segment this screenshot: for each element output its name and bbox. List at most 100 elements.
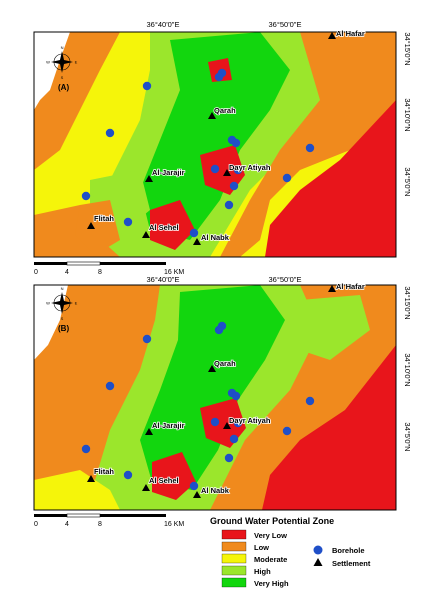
- compass-e: E: [75, 60, 78, 65]
- map-a-borehole-marker-1: [142, 81, 152, 91]
- map-b-settlement-label-2: Qarah: [214, 359, 236, 368]
- coord-right-1-a: 34°15'0"N: [403, 32, 412, 65]
- map-b-compass: N S E W: [46, 286, 78, 321]
- coord-top-left-a: 36°40'0"E: [147, 20, 180, 29]
- scale-tick-8: 8: [98, 269, 102, 276]
- zone-very-low-east-b: [262, 345, 396, 510]
- map-b-settlement-marker-6: [142, 484, 150, 491]
- map-a: Al Hafar Qarah Dayr Atiyah Al-Jarajir Flitah…: [33, 20, 412, 276]
- coord-right-3-b: 34°5'0"N: [403, 422, 412, 451]
- map-b-settlement-label-6: Al Sehel: [149, 476, 179, 485]
- map-b-borehole-marker-15: [233, 418, 243, 428]
- scale-tick-0-b: 0: [34, 521, 38, 528]
- map-a-settlement-label-2: Qarah: [214, 106, 236, 115]
- scale-segment-1-b: [34, 514, 67, 517]
- scale-segment-3-b: [100, 514, 166, 517]
- legend-borehole-icon: [313, 545, 323, 555]
- map-b-borehole-marker-13: [123, 470, 133, 480]
- map-b-borehole-marker-11: [282, 426, 292, 436]
- legend-swatch-low: [221, 541, 247, 552]
- map-a-borehole-marker-4: [214, 72, 224, 82]
- map-a-borehole-marker-2: [105, 128, 115, 138]
- legend-label-very-low: Very Low: [254, 531, 287, 540]
- map-b-frame: [33, 284, 397, 511]
- compass-n: N: [61, 45, 64, 50]
- map-a-settlement-marker-4: [145, 175, 153, 182]
- scale-tick-4: 4: [65, 269, 69, 276]
- scale-tick-8-b: 8: [98, 521, 102, 528]
- map-b-settlement-marker-4: [145, 428, 153, 435]
- map-a-borehole-marker-12: [81, 191, 91, 201]
- map-a-borehole-marker-7: [210, 164, 220, 174]
- scale-tick-16-b: 16 KM: [164, 521, 184, 528]
- map-b-settlement-marker-5: [87, 475, 95, 482]
- coord-right-1-b: 34°15'0"N: [403, 286, 412, 319]
- zone-high-patch-b: [300, 295, 370, 360]
- compass-s-b: S: [61, 316, 64, 321]
- legend: Ground Water Potential Zone Very Low Low…: [210, 516, 371, 588]
- map-b-borehole-marker-12: [81, 444, 91, 454]
- compass-star-b: [51, 292, 73, 314]
- coord-right-3-a: 34°5'0"N: [403, 167, 412, 196]
- scale-tick-16: 16 KM: [164, 269, 184, 276]
- zone-very-low-south-b: [152, 452, 196, 500]
- map-a-compass: N S E W: [46, 45, 78, 80]
- coord-top-right-a: 36°50'0"E: [269, 20, 302, 29]
- map-a-panel-label: (A): [58, 83, 69, 92]
- legend-label-high: High: [254, 567, 271, 576]
- map-b-borehole-marker-10: [305, 396, 315, 406]
- map-b-zones: [34, 285, 396, 510]
- zone-white-patch: [34, 32, 70, 110]
- legend-label-moderate: Moderate: [254, 555, 287, 564]
- compass-star: [51, 51, 73, 73]
- map-b-borehole-marker-14: [189, 481, 199, 491]
- map-b-settlement-marker-1: [328, 285, 336, 292]
- compass-w-b: W: [46, 301, 50, 306]
- map-b-settlement-label-1: Al Hafar: [336, 282, 365, 291]
- legend-settlement-label: Settlement: [332, 559, 371, 568]
- map-b-borehole-marker-2: [105, 381, 115, 391]
- map-b-settlement-label-5: Flitah: [94, 467, 114, 476]
- map-b-settlements: Al Hafar Qarah Dayr Atiyah Al-Jarajir Flitah…: [87, 281, 366, 498]
- zone-moderate-patch-b: [34, 470, 120, 510]
- coord-right-2-a: 34°10'0"N: [403, 98, 412, 131]
- legend-swatch-very-high: [221, 577, 247, 588]
- legend-swatch-very-low: [221, 529, 247, 540]
- map-a-settlement-marker-7: [193, 238, 201, 245]
- map-a-borehole-marker-15: [233, 165, 243, 175]
- map-b-borehole-marker-8: [229, 434, 239, 444]
- map-b-borehole-marker-6: [231, 391, 241, 401]
- map-a-borehole-marker-14: [189, 228, 199, 238]
- map-b-borehole-marker-7: [210, 417, 220, 427]
- map-b-settlement-marker-3: [223, 422, 231, 429]
- map-b: Al Hafar Qarah Dayr Atiyah Al-Jarajir Flitah…: [33, 275, 412, 528]
- map-a-settlement-marker-3: [223, 169, 231, 176]
- scale-segment-2-b: [66, 513, 101, 518]
- legend-swatch-moderate: [221, 553, 247, 564]
- map-b-borehole-marker-4: [214, 325, 224, 335]
- map-b-boreholes: [81, 321, 315, 491]
- map-b-settlement-label-7: Al Nabk: [201, 486, 230, 495]
- map-a-settlement-marker-1: [328, 32, 336, 39]
- map-a-borehole-marker-10: [305, 143, 315, 153]
- scale-segment-2: [66, 261, 101, 266]
- map-b-borehole-marker-1: [142, 334, 152, 344]
- map-a-settlement-marker-5: [87, 222, 95, 229]
- map-a-settlement-label-5: Flitah: [94, 214, 114, 223]
- map-a-borehole-marker-8: [229, 181, 239, 191]
- scale-segment-3: [100, 262, 166, 265]
- legend-borehole-label: Borehole: [332, 546, 365, 555]
- compass-e-b: E: [75, 301, 78, 306]
- map-b-settlement-marker-7: [193, 491, 201, 498]
- map-a-settlements: Al Hafar Qarah Dayr Atiyah Al-Jarajir Flitah…: [87, 28, 366, 245]
- map-a-settlement-marker-2: [208, 112, 216, 119]
- map-a-frame: [33, 31, 397, 258]
- zone-very-high-core: [140, 32, 290, 240]
- coord-top-right-b: 36°50'0"E: [269, 275, 302, 284]
- legend-label-low: Low: [254, 543, 269, 552]
- coord-right-2-b: 34°10'0"N: [403, 353, 412, 386]
- map-a-settlement-label-6: Al Sehel: [149, 223, 179, 232]
- map-b-settlement-label-4: Al-Jarajir: [152, 421, 185, 430]
- map-a-borehole-marker-13: [123, 217, 133, 227]
